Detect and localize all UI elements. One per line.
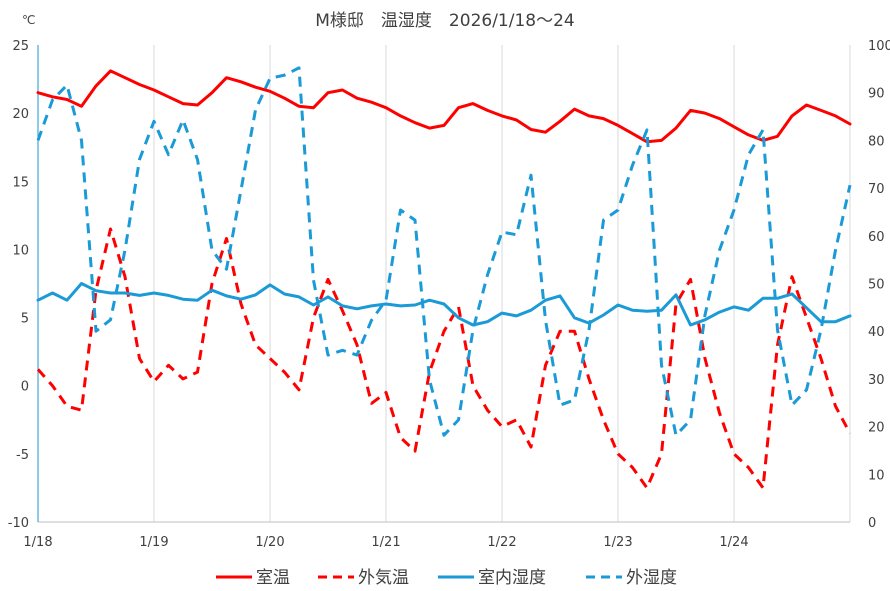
y-tick-label-left: 25 bbox=[12, 39, 29, 54]
y-tick-label-right: 10 bbox=[868, 468, 885, 483]
y-tick-label-right: 60 bbox=[868, 230, 885, 245]
legend-label: 外湿度 bbox=[626, 568, 677, 588]
y-tick-label-left: 5 bbox=[21, 312, 29, 327]
y-tick-label-right: 80 bbox=[868, 134, 885, 149]
x-tick-label: 1/23 bbox=[603, 535, 632, 550]
x-tick-label: 1/22 bbox=[487, 535, 516, 550]
y-tick-label-left: -5 bbox=[16, 448, 29, 463]
series-line-2 bbox=[36, 227, 852, 490]
y-tick-label-right: 90 bbox=[868, 87, 885, 102]
chart-title: M様邸 温湿度 2026/1/18～24 bbox=[315, 11, 574, 31]
x-tick-label: 1/18 bbox=[23, 535, 52, 550]
legend-label: 室温 bbox=[256, 568, 290, 588]
y-tick-label-right: 20 bbox=[868, 421, 885, 436]
legend-label: 室内湿度 bbox=[478, 568, 546, 588]
y-tick-label-right: 100 bbox=[868, 39, 890, 54]
series-line-4 bbox=[36, 66, 852, 437]
y-tick-label-right: 50 bbox=[868, 278, 885, 293]
y-tick-label-left: -10 bbox=[8, 516, 29, 531]
legend-label: 外気温 bbox=[358, 568, 409, 588]
x-tick-label: 1/20 bbox=[255, 535, 284, 550]
y-tick-label-left: 10 bbox=[12, 243, 29, 258]
y-tick-label-right: 40 bbox=[868, 325, 885, 340]
y-tick-label-left: 15 bbox=[12, 175, 29, 190]
y-tick-label-right: 70 bbox=[868, 182, 885, 197]
x-tick-label: 1/24 bbox=[719, 535, 748, 550]
y-tick-label-left: 20 bbox=[12, 107, 29, 122]
series-line-3 bbox=[36, 282, 852, 327]
y-tick-label-right: 0 bbox=[868, 516, 876, 531]
x-tick-label: 1/19 bbox=[139, 535, 168, 550]
y-axis-label-left: ℃ bbox=[22, 13, 35, 27]
y-tick-label-right: 30 bbox=[868, 373, 885, 388]
x-tick-label: 1/21 bbox=[371, 535, 400, 550]
y-tick-label-left: 0 bbox=[21, 380, 29, 395]
